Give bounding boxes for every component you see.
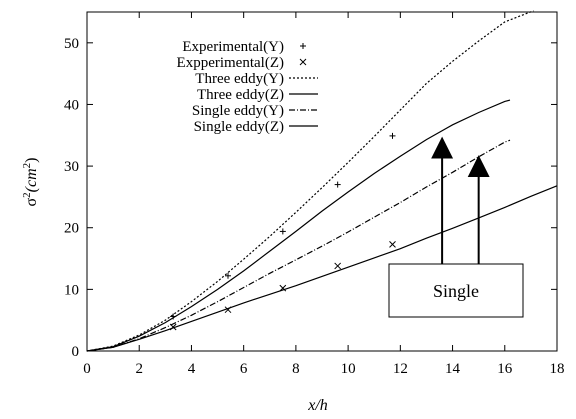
legend-label: Single eddy(Z) [194, 119, 284, 135]
legend-label: Three eddy(Z) [197, 87, 284, 103]
x-tick-label: 4 [188, 361, 196, 377]
series-3-line [86, 10, 534, 352]
legend-marker [299, 58, 307, 66]
y-axis-label-close: ) [23, 158, 40, 163]
x-tick-label: 12 [393, 361, 408, 377]
x-tick-label: 16 [497, 361, 513, 377]
y-axis-label: σ2(cm2) [21, 158, 40, 207]
annotation: Single [388, 136, 524, 318]
x-tick-label: 8 [292, 361, 300, 377]
x-tick-label: 10 [341, 361, 356, 377]
y-tick-label: 50 [64, 36, 79, 52]
x-tick-label: 18 [550, 361, 565, 377]
series-2-point [334, 262, 342, 270]
x-tick-label: 0 [83, 361, 91, 377]
plot-area-frame [86, 11, 558, 352]
series-4-line [86, 99, 511, 352]
y-tick-label: 0 [72, 344, 80, 360]
y-tick-label: 30 [64, 159, 79, 175]
series-1-point [334, 181, 341, 188]
legend-marker [300, 43, 306, 49]
x-tick-label: 2 [135, 361, 143, 377]
annotation-text: Single [433, 281, 479, 301]
x-tick-label: 14 [445, 361, 461, 377]
series-1-point [389, 132, 396, 139]
y-axis-label-sigma: σ [23, 197, 40, 206]
y-axis-label-sup1: 2 [21, 192, 33, 198]
series-2-point-d2 [334, 262, 342, 270]
legend-label: Three eddy(Y) [195, 71, 284, 87]
x-axis-label: x/h [307, 397, 328, 414]
y-axis-label-sup2: 2 [21, 163, 33, 169]
axis-ticks: 0 2 4 6 8 10 12 14 16 18 0 10 20 30 40 50 [64, 12, 565, 377]
x-tick-label: 6 [240, 361, 248, 377]
series-2-point-d2 [389, 241, 396, 248]
svg-text:σ2(cm2): σ2(cm2) [21, 158, 40, 207]
legend-label: Experimental(Y) [182, 39, 284, 55]
series-5-line [86, 139, 511, 352]
y-tick-label: 40 [64, 97, 79, 113]
y-tick-label: 20 [64, 221, 79, 237]
annotation-box [388, 263, 524, 318]
y-axis-label-open: (cm [23, 168, 40, 192]
series-1-point [225, 272, 231, 279]
legend: Experimental(Y)Expperimental(Z)Three edd… [177, 39, 318, 135]
legend-label: Expperimental(Z) [177, 55, 284, 71]
y-tick-label: 10 [64, 282, 79, 298]
legend-marker-d2 [299, 58, 307, 66]
series-2-point [389, 241, 396, 248]
legend-label: Single eddy(Y) [192, 103, 284, 119]
series-1-point [279, 228, 286, 235]
